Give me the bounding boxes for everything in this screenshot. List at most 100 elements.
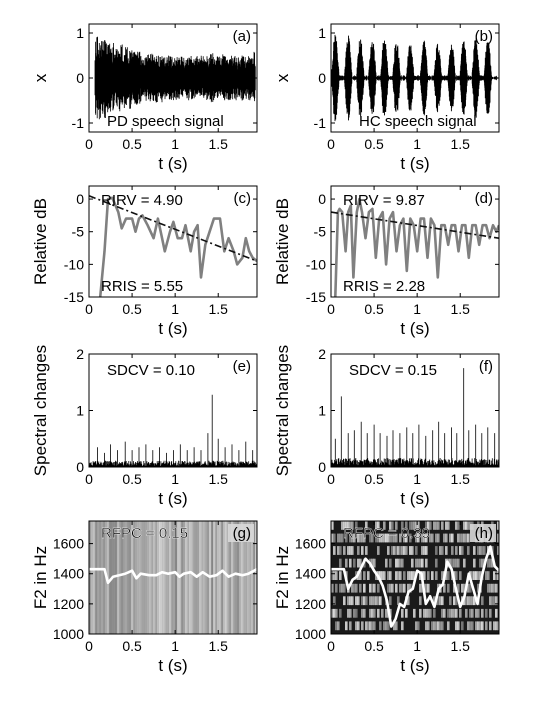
x-tick-label: 0 (327, 136, 335, 152)
spectral-change-trace (89, 394, 257, 467)
x-tick-label: 0 (327, 301, 335, 317)
plot-area (89, 521, 257, 634)
x-tick-label: 0.5 (364, 136, 384, 152)
y-tick-label: -1 (314, 115, 327, 131)
x-tick-label: 0.5 (364, 301, 384, 317)
y-axis-label: Relative dB (31, 198, 50, 285)
x-tick-label: 0 (327, 638, 335, 654)
y-tick-label: 1 (76, 403, 84, 419)
y-tick-label: -1 (72, 115, 85, 131)
intensity-curve (98, 196, 257, 297)
y-tick-label: 1600 (53, 536, 84, 552)
x-tick-label: 0 (85, 301, 93, 317)
x-tick-label: 0 (327, 471, 335, 487)
plot-area (94, 36, 256, 120)
panel-letter: (b) (475, 28, 493, 45)
y-axis-label: Spectral changes (273, 345, 292, 476)
x-axis-label: t (s) (400, 489, 429, 508)
y-tick-label: 1000 (53, 626, 84, 642)
x-tick-label: 0.5 (122, 136, 142, 152)
y-tick-label: 1200 (295, 596, 326, 612)
panel-h: 0 0.5 1 1.5 1000 1200 1400 1600 t (s) F2 in Hz (h)… (273, 520, 500, 675)
y-tick-label: 1 (318, 403, 326, 419)
intensity-curve (334, 197, 499, 297)
x-axis-label: t (s) (158, 319, 187, 338)
panel-letter: (e) (233, 358, 251, 375)
panel-annotation: PD speech signal (107, 113, 224, 130)
x-tick-label: 1.5 (208, 638, 228, 654)
axes-frame (330, 185, 500, 298)
x-tick-label: 1 (413, 136, 421, 152)
y-tick-label: 0 (318, 70, 326, 86)
y-tick-label: 1 (76, 25, 84, 41)
panel-annotation: HC speech signal (359, 113, 477, 130)
x-tick-label: 1.5 (450, 471, 470, 487)
x-tick-label: 0.5 (364, 471, 384, 487)
y-tick-label: 0 (76, 70, 84, 86)
x-tick-label: 1 (413, 471, 421, 487)
y-axis-label: x (273, 73, 292, 82)
f2-contour (331, 545, 499, 628)
panel-letter: (a) (233, 28, 251, 45)
panel-c: 0 0.5 1 1.5 0 -5 -10 -15 t (s) Relative dB (c) RIRV… (31, 185, 258, 338)
x-tick-label: 0.5 (122, 301, 142, 317)
plot-area (331, 368, 499, 467)
x-axis-label: t (s) (158, 489, 187, 508)
rfpc-annotation: RFPC = 0.15 (101, 525, 188, 542)
axes-frame (330, 520, 500, 635)
x-tick-label: 0.5 (364, 638, 384, 654)
x-axis-label: t (s) (400, 154, 429, 173)
x-axis-label: t (s) (400, 656, 429, 675)
x-tick-label: 1.5 (208, 301, 228, 317)
x-tick-label: 1 (171, 136, 179, 152)
y-tick-label: -5 (314, 224, 327, 240)
x-tick-label: 1 (171, 638, 179, 654)
panel-f: 0 0.5 1 1.5 0 1 2 t (s) Spectral changes (f) SDCV … (273, 345, 500, 508)
x-tick-label: 1 (171, 301, 179, 317)
x-tick-label: 0 (85, 136, 93, 152)
y-tick-label: 0 (76, 459, 84, 475)
regression-line (331, 211, 499, 239)
y-tick-label: 1200 (53, 596, 84, 612)
x-tick-label: 1.5 (208, 136, 228, 152)
x-tick-label: 1.5 (450, 638, 470, 654)
y-tick-label: 1 (318, 25, 326, 41)
y-tick-label: -15 (64, 289, 84, 305)
panel-g: 0 0.5 1 1.5 1000 1200 1400 1600 t (s) F2 in Hz (g)… (31, 520, 258, 675)
panel-letter: (c) (234, 190, 252, 207)
x-tick-label: 1 (413, 638, 421, 654)
y-tick-label: -10 (64, 256, 84, 272)
y-axis-label: Relative dB (273, 198, 292, 285)
regression-line (89, 195, 257, 262)
y-axis-label: F2 in Hz (273, 546, 292, 609)
x-tick-label: 1.5 (450, 301, 470, 317)
axes-frame (88, 520, 258, 635)
rirv-annotation: RIRV = 9.87 (343, 192, 425, 209)
panel-d: 0 0.5 1 1.5 0 -5 -10 -15 t (s) Relative dB (d) RIRV… (273, 185, 500, 338)
x-tick-label: 0 (85, 471, 93, 487)
y-tick-label: 1600 (295, 536, 326, 552)
speech-waveform (94, 36, 256, 120)
panel-letter: (f) (479, 358, 493, 375)
y-tick-label: -15 (306, 289, 326, 305)
x-tick-label: 1 (171, 471, 179, 487)
y-tick-label: -10 (306, 256, 326, 272)
x-tick-label: 1.5 (208, 471, 228, 487)
speech-waveform (331, 34, 498, 122)
rris-annotation: RRIS = 2.28 (343, 278, 425, 295)
sdcv-annotation: SDCV = 0.15 (349, 362, 437, 379)
f2-contour (89, 567, 257, 585)
plot-area (331, 197, 499, 297)
sdcv-annotation: SDCV = 0.10 (107, 362, 195, 379)
plot-area (89, 394, 257, 467)
y-tick-label: 1000 (295, 626, 326, 642)
panel-letter: (h) (475, 525, 493, 542)
y-axis-label: x (31, 73, 50, 82)
plot-area (89, 195, 257, 297)
x-tick-label: 0 (85, 638, 93, 654)
y-axis-label: F2 in Hz (31, 546, 50, 609)
y-tick-label: 2 (318, 346, 326, 362)
